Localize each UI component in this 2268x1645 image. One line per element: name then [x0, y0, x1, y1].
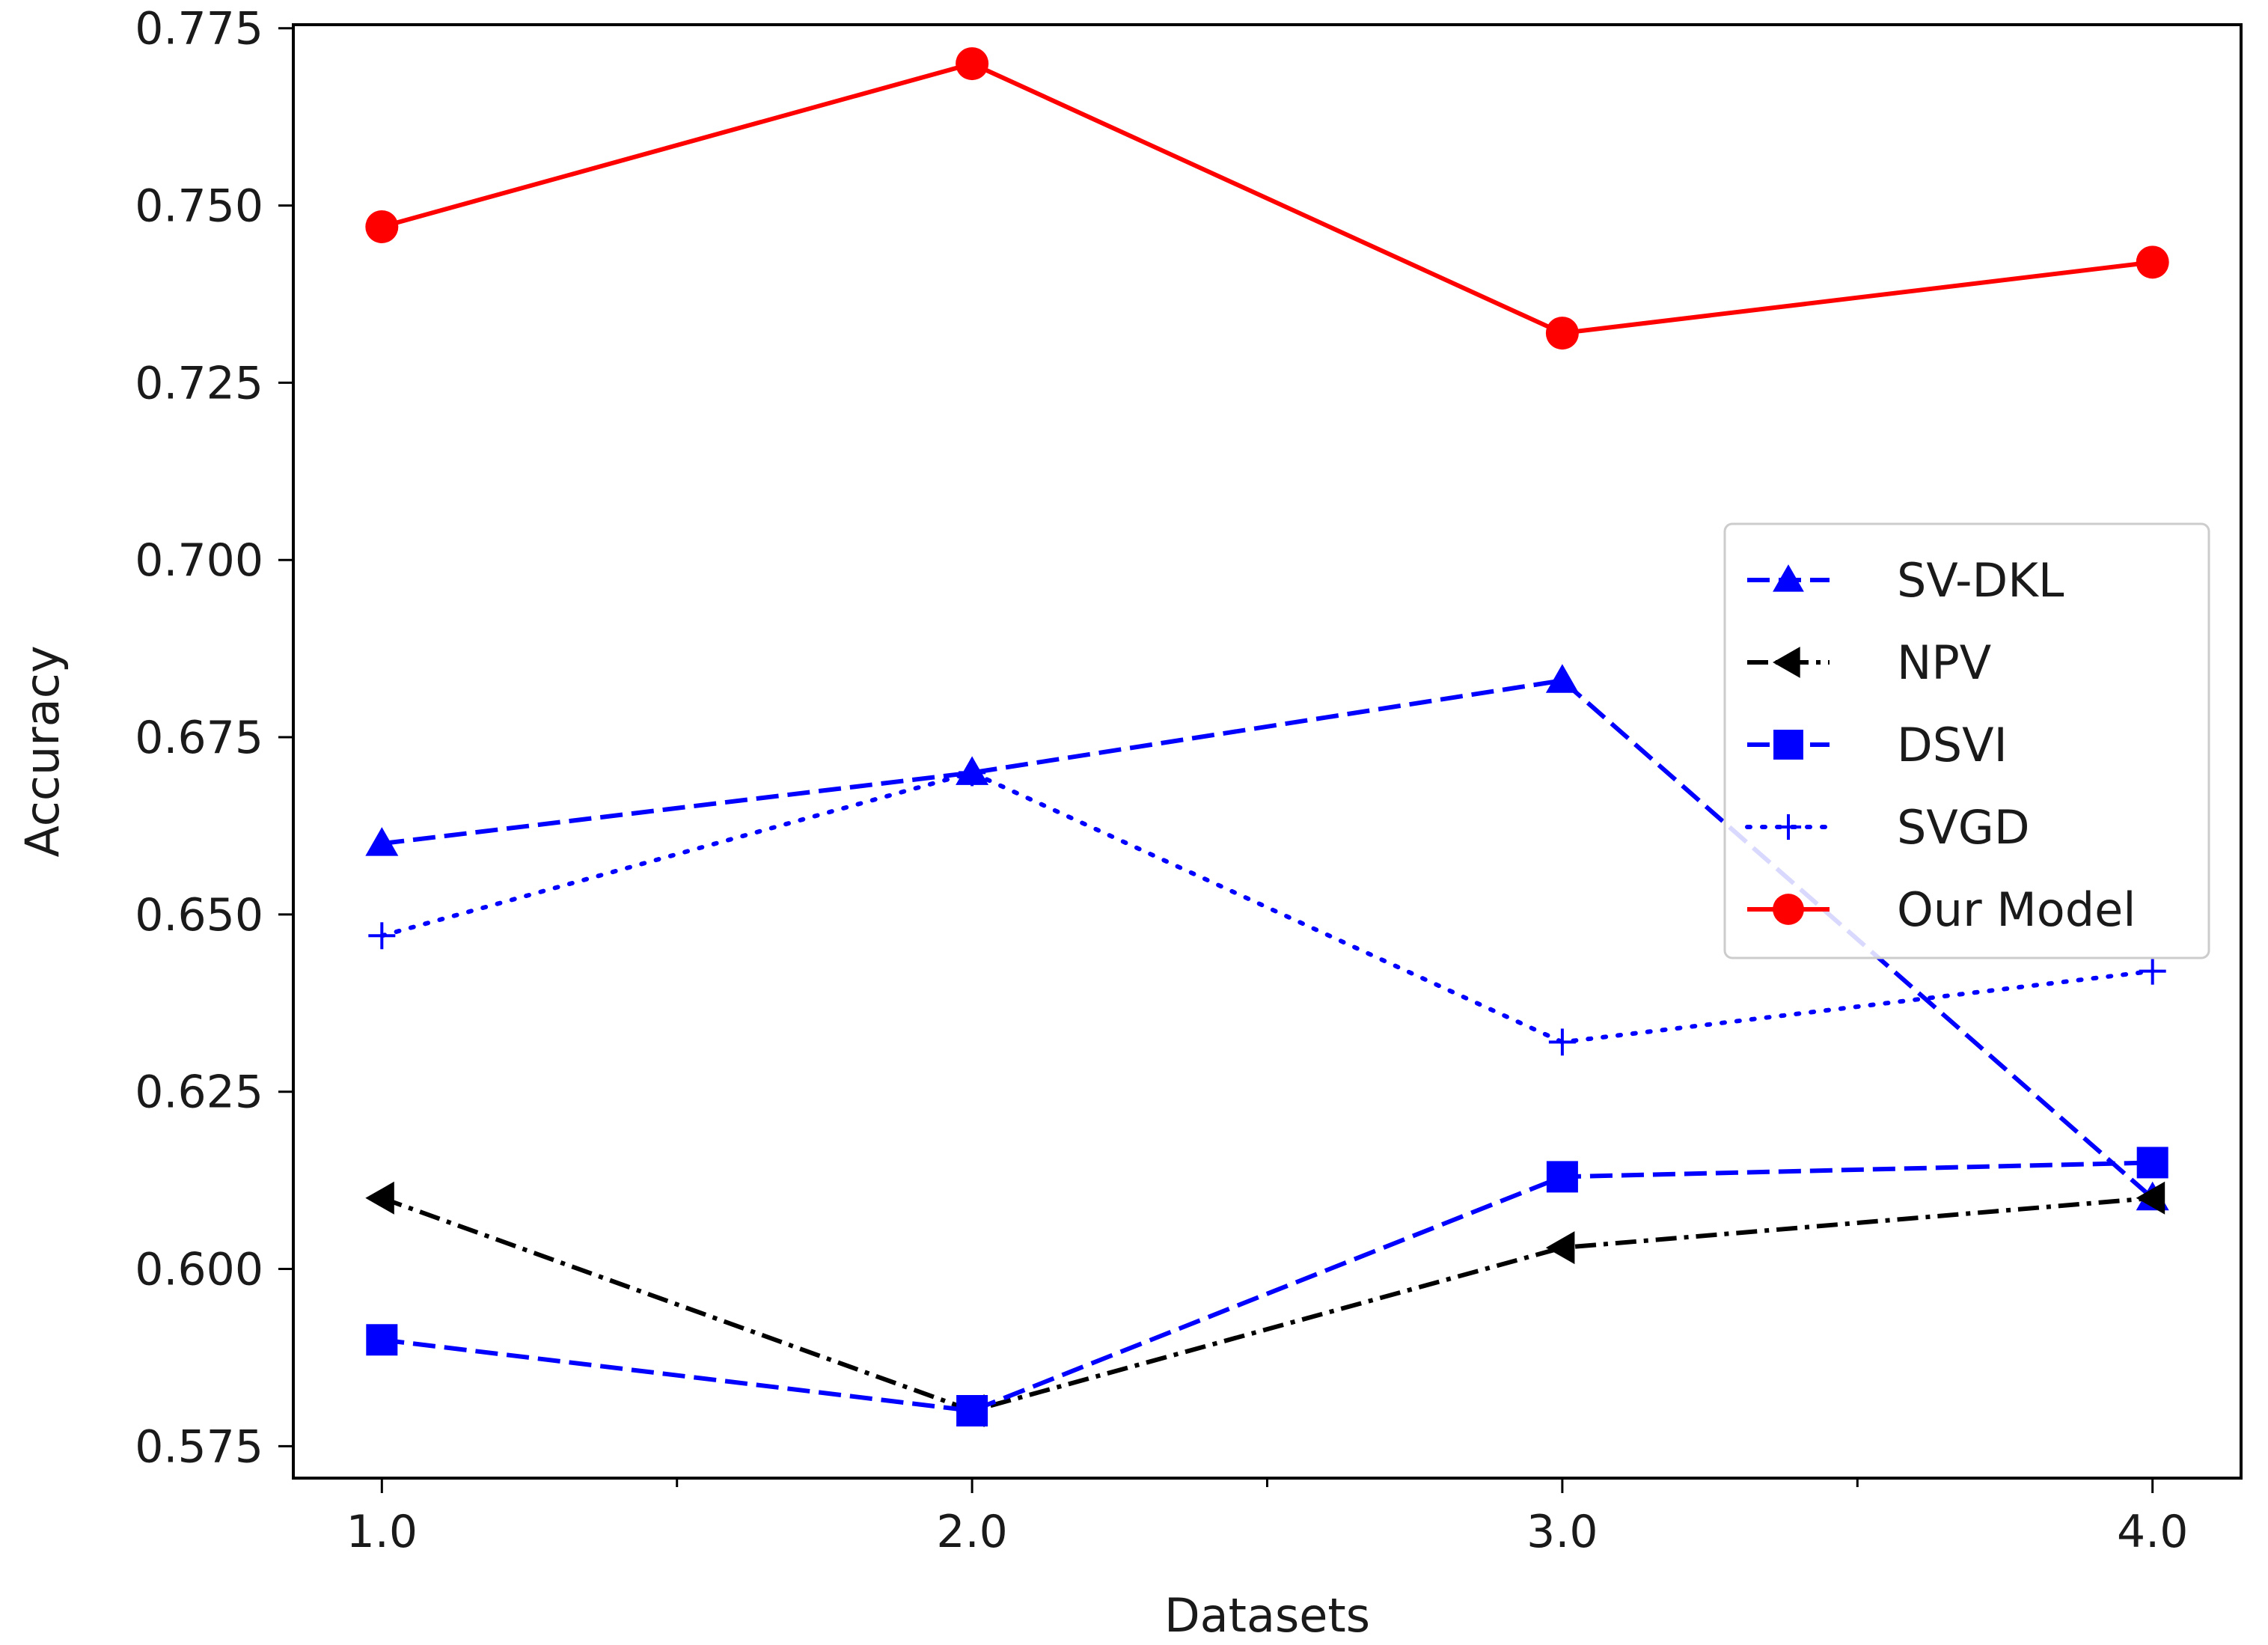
- data-point-our-model: [2136, 245, 2169, 279]
- legend: SV-DKL NPV DSVI SVGD Our Model: [1723, 522, 2210, 959]
- data-point-npv: [1545, 1231, 1575, 1265]
- y-tick-label: 0.600: [135, 1244, 263, 1296]
- legend-item-sv-dkl: SV-DKL: [1747, 553, 2064, 608]
- legend-label: SVGD: [1897, 800, 2030, 855]
- data-point-sv-dkl: [1545, 664, 1579, 693]
- y-tick-label: 0.700: [135, 534, 263, 587]
- legend-label: SV-DKL: [1897, 553, 2064, 608]
- series-line-dsvi: [381, 1160, 2153, 1414]
- y-axis-label: Accuracy: [15, 645, 70, 857]
- legend-label: Our Model: [1897, 882, 2136, 937]
- x-axis: 1.0 2.0 3.0 4.0: [346, 1478, 2188, 1558]
- data-point-svgd: [959, 759, 986, 787]
- legend-marker: [1773, 730, 1803, 760]
- data-point-dsvi: [2136, 1147, 2168, 1179]
- legend-item-npv: NPV: [1747, 635, 1991, 690]
- series-svgd: [368, 759, 2166, 1056]
- x-tick-label: 1.0: [346, 1506, 418, 1558]
- series-dsvi: [366, 1147, 2168, 1427]
- legend-marker: [1773, 564, 1804, 592]
- data-point-svgd: [1548, 1028, 1576, 1056]
- data-point-dsvi: [1546, 1161, 1578, 1193]
- series-layer: [365, 47, 2169, 1428]
- legend-label: NPV: [1897, 635, 1991, 690]
- x-tick-label: 2.0: [936, 1506, 1007, 1558]
- data-point-our-model: [956, 47, 989, 81]
- data-point-our-model: [365, 210, 399, 243]
- legend-marker: [1773, 894, 1804, 925]
- x-tick-label: 4.0: [2117, 1506, 2188, 1558]
- data-point-sv-dkl: [365, 827, 399, 856]
- data-point-dsvi: [366, 1324, 398, 1356]
- x-axis-label: Datasets: [1164, 1588, 1370, 1643]
- series-line-our-model: [381, 61, 2154, 336]
- data-point-our-model: [1545, 317, 1579, 350]
- series-line-npv: [381, 1195, 2153, 1414]
- legend-frame: [1723, 522, 2210, 959]
- y-tick-label: 0.650: [135, 889, 263, 941]
- data-point-svgd: [2139, 957, 2166, 985]
- data-point-dsvi: [956, 1395, 988, 1427]
- series-line-svgd: [379, 770, 2155, 1045]
- y-tick-label: 0.725: [135, 357, 263, 409]
- legend-label: DSVI: [1897, 718, 2008, 772]
- legend-item-svgd: SVGD: [1745, 800, 2030, 855]
- y-tick-label: 0.575: [135, 1420, 263, 1473]
- y-tick-label: 0.775: [135, 3, 263, 55]
- series-our-model: [365, 47, 2169, 350]
- data-point-npv: [2136, 1181, 2165, 1215]
- data-point-svgd: [368, 922, 396, 950]
- legend-item-dsvi: DSVI: [1747, 718, 2008, 772]
- y-tick-label: 0.625: [135, 1066, 263, 1119]
- legend-marker: [1775, 814, 1802, 840]
- y-tick-label: 0.675: [135, 712, 263, 764]
- y-axis: 0.575 0.600 0.625 0.650 0.675 0.700 0.725 0.750…: [135, 3, 293, 1473]
- legend-item-our-model: Our Model: [1747, 882, 2136, 937]
- data-point-npv: [365, 1181, 394, 1215]
- legend-marker: [1773, 647, 1800, 678]
- y-tick-label: 0.750: [135, 180, 263, 233]
- x-tick-label: 3.0: [1526, 1506, 1598, 1558]
